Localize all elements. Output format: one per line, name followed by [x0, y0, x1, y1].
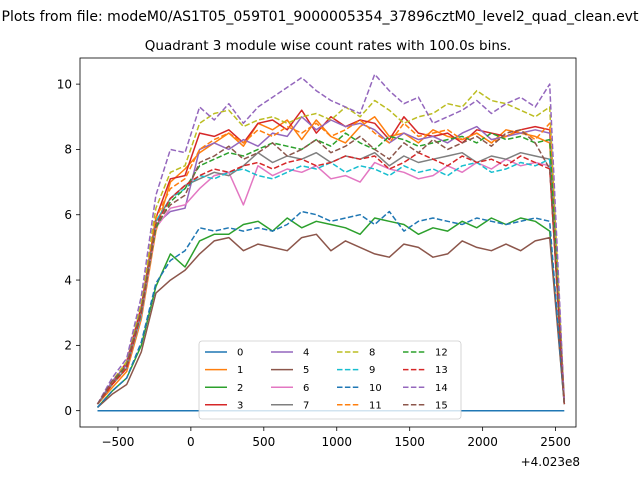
axes-frame: [79, 57, 577, 428]
y-tick-label: 8: [64, 143, 72, 157]
legend-label: 14: [435, 383, 448, 394]
x-tick-label: 500: [252, 435, 275, 449]
plot-area: [96, 73, 566, 412]
series-line-8: [96, 89, 566, 405]
series-line-15: [96, 129, 566, 405]
legend-label: 13: [435, 365, 448, 376]
x-offset-label: +4.023e8: [521, 455, 580, 469]
x-tick-label: 2000: [467, 435, 498, 449]
x-tick-label: 2500: [540, 435, 571, 449]
legend-label: 2: [237, 383, 243, 394]
series-line-4: [96, 116, 566, 405]
series-line-2: [96, 217, 566, 408]
legend-label: 15: [435, 400, 448, 411]
y-tick-label: 4: [64, 273, 72, 287]
legend-label: 1: [237, 365, 243, 376]
legend-label: 3: [237, 400, 243, 411]
legend-label: 10: [369, 383, 382, 394]
x-tick-label: −500: [101, 435, 134, 449]
legend-label: 4: [303, 348, 309, 359]
y-tick-label: 6: [64, 208, 72, 222]
legend-box: [198, 340, 462, 420]
series-line-3: [96, 109, 566, 405]
series-line-13: [96, 151, 566, 405]
legend-label: 12: [435, 348, 448, 359]
figure-suptitle: Plots from file: modeM0/AS1T05_059T01_90…: [2, 9, 639, 25]
legend-label: 0: [237, 348, 243, 359]
x-tick-label: 0: [187, 435, 195, 449]
legend-label: 6: [303, 383, 309, 394]
series-line-6: [96, 158, 566, 405]
series-line-10: [96, 210, 566, 408]
series-line-11: [96, 119, 566, 405]
x-tick-label: 1500: [394, 435, 425, 449]
legend-label: 11: [369, 400, 382, 411]
legend-label: 7: [303, 400, 309, 411]
chart-title: Quadrant 3 module wise count rates with …: [145, 38, 511, 54]
series-line-5: [96, 233, 566, 408]
series-line-12: [96, 132, 566, 405]
legend-label: 9: [369, 365, 375, 376]
legend-label: 8: [369, 348, 375, 359]
y-tick-label: 0: [64, 404, 72, 418]
x-tick-label: 1000: [321, 435, 352, 449]
y-tick-label: 10: [57, 77, 72, 91]
series-line-14: [96, 73, 566, 405]
legend-label: 5: [303, 365, 309, 376]
y-tick-label: 2: [64, 339, 72, 353]
